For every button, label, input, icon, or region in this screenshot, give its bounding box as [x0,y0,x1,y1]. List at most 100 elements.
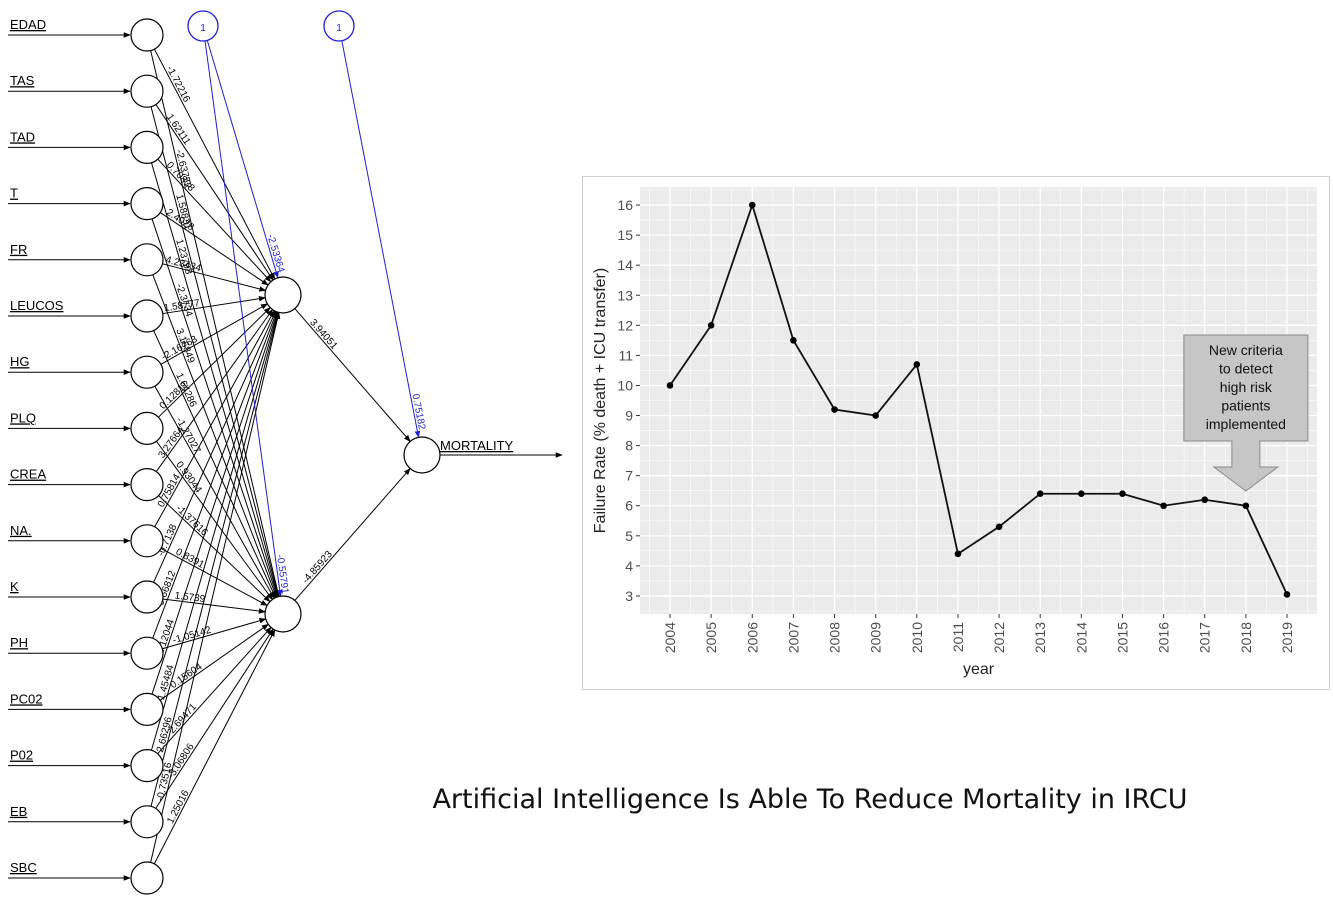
output-node [403,436,441,474]
input-label: PLQ [10,410,36,425]
edge-to-hidden-2 [155,628,274,809]
input-node [130,74,164,108]
output-label: MORTALITY [440,438,514,453]
hidden-node [264,595,302,633]
nodes: EDAD TAS TAD T FR LEUCOS HG PLQ CREA NA. K PH PC02 P0… [10,10,514,895]
edge-to-hidden-2 [159,623,269,701]
data-point [1242,502,1250,510]
x-tick-label: 2012 [991,622,1007,653]
edge-to-hidden-1 [157,158,272,283]
edge-to-hidden-1 [150,311,279,751]
input-label: CREA [10,467,46,482]
input-label: T [10,186,18,201]
edge-to-hidden-1 [155,309,273,472]
y-tick-label: 5 [625,528,633,544]
edge-to-hidden-1 [154,310,275,528]
edge-to-hidden-2 [150,50,281,598]
annotation-text: implemented [1206,416,1286,432]
edge-to-hidden-2 [162,598,266,614]
x-tick-label: 2013 [1032,622,1048,653]
edge-to-hidden-1 [160,212,269,286]
input-label: FR [10,242,27,257]
edge-to-hidden-1 [150,311,280,807]
x-tick-label: 2008 [827,622,843,653]
annotation-arrow [1183,334,1309,492]
bias-edge [204,40,283,597]
input-label: TAS [10,73,35,88]
data-point [831,406,838,413]
edge-to-hidden-1 [162,263,267,292]
edge-to-hidden-1 [150,311,281,863]
y-tick-label: 15 [617,227,633,243]
y-tick-label: 7 [625,468,633,484]
bias-weight-label: -0.55791 [274,554,290,595]
weight-label: -4.85923 [300,549,335,586]
input-node [130,580,164,614]
input-label: PC02 [10,691,43,706]
input-node [130,692,164,727]
edge-hidden-to-output [294,468,411,601]
data-point [1201,496,1209,504]
input-node [130,355,164,389]
x-tick-label: 2005 [703,622,719,653]
data-point [1160,502,1167,510]
edge-to-hidden-2 [162,618,267,650]
edge-to-hidden-1 [160,303,268,365]
edge-to-hidden-2 [157,626,272,755]
weight-label: 1.5739 [174,590,206,605]
weight-label: 0.8391 [174,547,207,571]
x-tick-label: 2006 [744,622,760,653]
failure-rate-chart: 3 4 5 6 7 8 9 10 11 12 13 14 15 16 2004 2005 2006 2007 200… [582,176,1330,690]
input-node [130,861,164,895]
edge-to-hidden-1 [158,307,271,418]
chart-plot-area: 3 4 5 6 7 8 9 10 11 12 13 14 15 16 2004 2005 2006 2007 200… [583,177,1329,694]
edge-to-hidden-1 [162,295,266,315]
x-tick-label: 2009 [868,622,884,653]
edge-to-hidden-2 [158,495,271,603]
data-point [790,337,797,344]
edge-hidden-to-output [294,308,411,442]
y-ticks: 3 4 5 6 7 8 9 10 11 12 13 14 15 16 [617,197,640,604]
data-point [872,412,879,419]
y-tick-label: 6 [625,498,633,514]
weight-label: 1.62111 [164,112,193,147]
input-node [130,299,164,333]
series-line [669,202,1288,595]
input-node [130,18,164,52]
annotation-callout: New criteria to detect high risk patients im… [1183,334,1309,492]
input-label: PH [10,635,28,650]
bias-edge [341,40,421,439]
input-edges [8,32,563,881]
input-label: SBC [10,860,37,875]
x-ticks: 2004 2005 2006 2007 2008 2009 2010 2011 2012 2013… [662,614,1295,653]
input-node [130,243,164,277]
data-point [995,523,1003,531]
input-node [130,187,164,221]
edge-to-hidden-2 [160,547,268,606]
x-tick-label: 2004 [662,622,678,653]
input-label: NA. [10,523,32,538]
y-tick-label: 8 [625,438,633,454]
input-node [130,748,164,783]
x-tick-label: 2007 [785,622,801,653]
y-tick-label: 3 [625,588,633,604]
weight-label: 0.15604 [168,661,204,691]
data-point [954,550,962,558]
y-tick-label: 14 [617,257,633,273]
y-tick-label: 13 [617,287,633,303]
x-tick-label: 2018 [1238,622,1254,653]
y-tick-label: 11 [618,347,633,363]
x-tick-label: 2017 [1197,622,1213,653]
data-point [666,382,674,389]
data-point [748,201,756,209]
y-tick-label: 12 [617,317,633,333]
x-tick-label: 2014 [1073,622,1089,653]
data-point [913,361,921,368]
x-axis-title: year [963,661,995,678]
input-node [130,468,164,502]
edge-to-hidden-1 [151,311,279,695]
edge-to-hidden-2 [150,162,279,598]
edge-to-hidden-2 [151,218,279,598]
x-tick-label: 2019 [1279,622,1295,653]
